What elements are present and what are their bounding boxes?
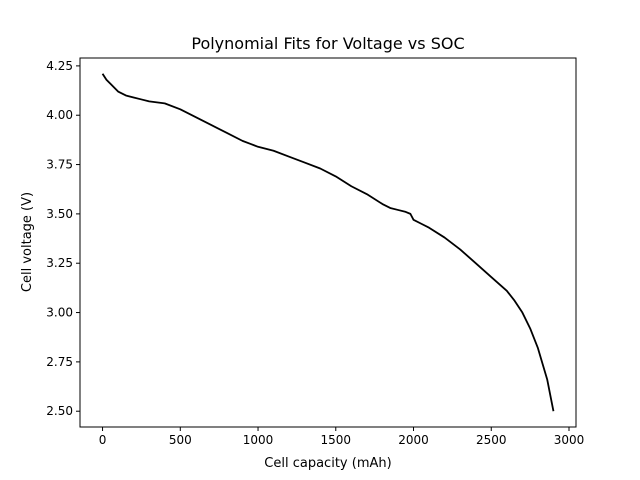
y-tick-label: 3.25 [46,256,73,270]
y-axis: 2.50 2.75 3.00 3.25 3.50 3.75 4.00 4.25 [46,59,80,418]
y-axis-label: Cell voltage (V) [20,192,35,292]
y-tick-label: 2.75 [46,355,73,369]
x-tick-label: 0 [99,433,107,447]
series-line-0 [101,73,555,412]
y-tick-label: 3.50 [46,207,73,221]
x-tick-label: 3000 [554,433,585,447]
plot-area [101,73,555,412]
chart-title: Polynomial Fits for Voltage vs SOC [191,34,464,53]
y-tick-label: 2.50 [46,404,73,418]
y-tick-label: 4.25 [46,59,73,73]
y-tick-label: 4.00 [46,108,73,122]
x-tick-label: 500 [169,433,192,447]
x-tick-label: 2000 [398,433,429,447]
y-tick-label: 3.00 [46,306,73,320]
x-axis-label: Cell capacity (mAh) [264,456,391,471]
axes-frame [79,57,577,428]
y-tick-label: 3.75 [46,158,73,172]
x-tick-label: 1500 [321,433,352,447]
x-tick-label: 1000 [243,433,274,447]
x-tick-label: 2500 [476,433,507,447]
x-axis: 0 500 1000 1500 2000 2500 3000 [99,427,585,447]
